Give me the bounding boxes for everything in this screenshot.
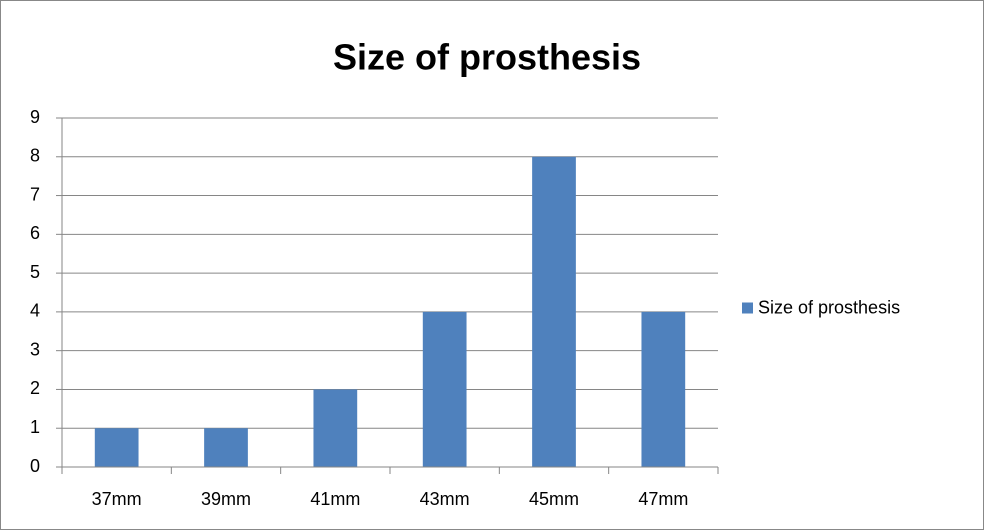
y-tick-label: 8 <box>30 146 40 166</box>
bar <box>532 156 576 467</box>
y-tick-label: 2 <box>30 378 40 398</box>
legend-label: Size of prosthesis <box>758 297 900 317</box>
y-tick-label: 1 <box>30 417 40 437</box>
x-tick-label: 47mm <box>638 489 688 509</box>
y-tick-label: 3 <box>30 339 40 359</box>
x-tick-label: 37mm <box>92 489 142 509</box>
bar <box>641 311 686 467</box>
bar <box>204 428 248 467</box>
y-tick-label: 0 <box>30 456 40 476</box>
chart-title: Size of prosthesis <box>333 37 641 78</box>
y-tick-label: 6 <box>30 223 40 243</box>
x-tick-label: 45mm <box>529 489 579 509</box>
bar <box>313 389 358 467</box>
y-tick-label: 5 <box>30 262 40 282</box>
bar <box>94 428 139 467</box>
x-tick-label: 41mm <box>310 489 360 509</box>
y-tick-label: 4 <box>30 301 40 321</box>
x-tick-label: 43mm <box>420 489 470 509</box>
y-tick-label: 7 <box>30 184 40 204</box>
legend-swatch <box>742 302 753 314</box>
x-tick-label: 39mm <box>201 489 251 509</box>
bar <box>422 311 467 467</box>
y-tick-label: 9 <box>30 107 40 127</box>
